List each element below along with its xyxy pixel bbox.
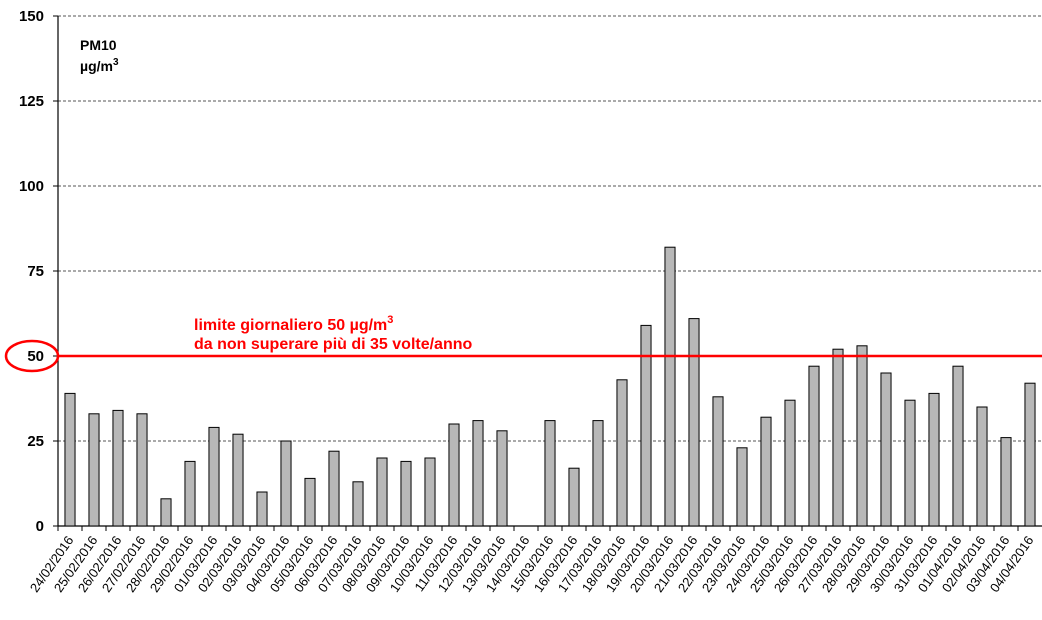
bar [64,392,76,527]
y-tick-label: 25 [27,433,44,450]
bar [544,420,556,527]
bar [256,491,268,527]
limit-text-line1-superscript: 3 [387,314,393,326]
bar [664,246,676,527]
bar [1024,382,1036,527]
bar [448,423,460,527]
unit-label-superscript: 3 [113,57,119,68]
bar [616,379,628,527]
bar [760,416,772,527]
bar [352,481,364,527]
bar [88,413,100,527]
bar [976,406,988,527]
bar [784,399,796,527]
labels: PM10 µg/m3 [80,37,119,74]
gridlines [58,15,1042,442]
bar [640,324,652,527]
bar [232,433,244,527]
bar [880,372,892,527]
bar [112,409,124,527]
bar [376,457,388,527]
bar [328,450,340,527]
y-tick-label: 50 [27,348,44,365]
bar [184,460,196,527]
bar [688,318,700,527]
bar [496,430,508,527]
bar [736,447,748,527]
bar [928,392,940,527]
limit-text-line1-main: limite giornaliero 50 µg/m [194,317,387,334]
bar [592,420,604,527]
unit-label-text: µg/m [80,58,113,74]
series-label: PM10 [80,37,117,53]
bar [160,498,172,527]
bar [904,399,916,527]
bar [424,457,436,527]
bars [64,246,1036,527]
bar [568,467,580,527]
unit-label: µg/m3 [80,57,119,74]
bar [304,477,316,527]
bar [1000,437,1012,527]
bar [208,426,220,527]
bar [832,348,844,527]
bar [280,440,292,527]
bar [472,420,484,527]
limit-text-line1: limite giornaliero 50 µg/m3 [194,314,393,334]
limit-highlight-circle [4,339,60,373]
bar [952,365,964,527]
limit-annotation: limite giornaliero 50 µg/m3 da non supera… [4,314,1042,373]
bar [808,365,820,527]
y-tick-label: 100 [19,178,44,195]
bar [136,413,148,527]
limit-text-line2: da non superare più di 35 volte/anno [194,336,473,353]
bar [856,345,868,527]
y-tick-label: 125 [19,93,44,110]
y-tick-label: 150 [19,8,44,25]
bar [400,460,412,527]
bar [712,396,724,527]
y-tick-label: 75 [27,263,44,280]
y-tick-label: 0 [36,518,44,535]
